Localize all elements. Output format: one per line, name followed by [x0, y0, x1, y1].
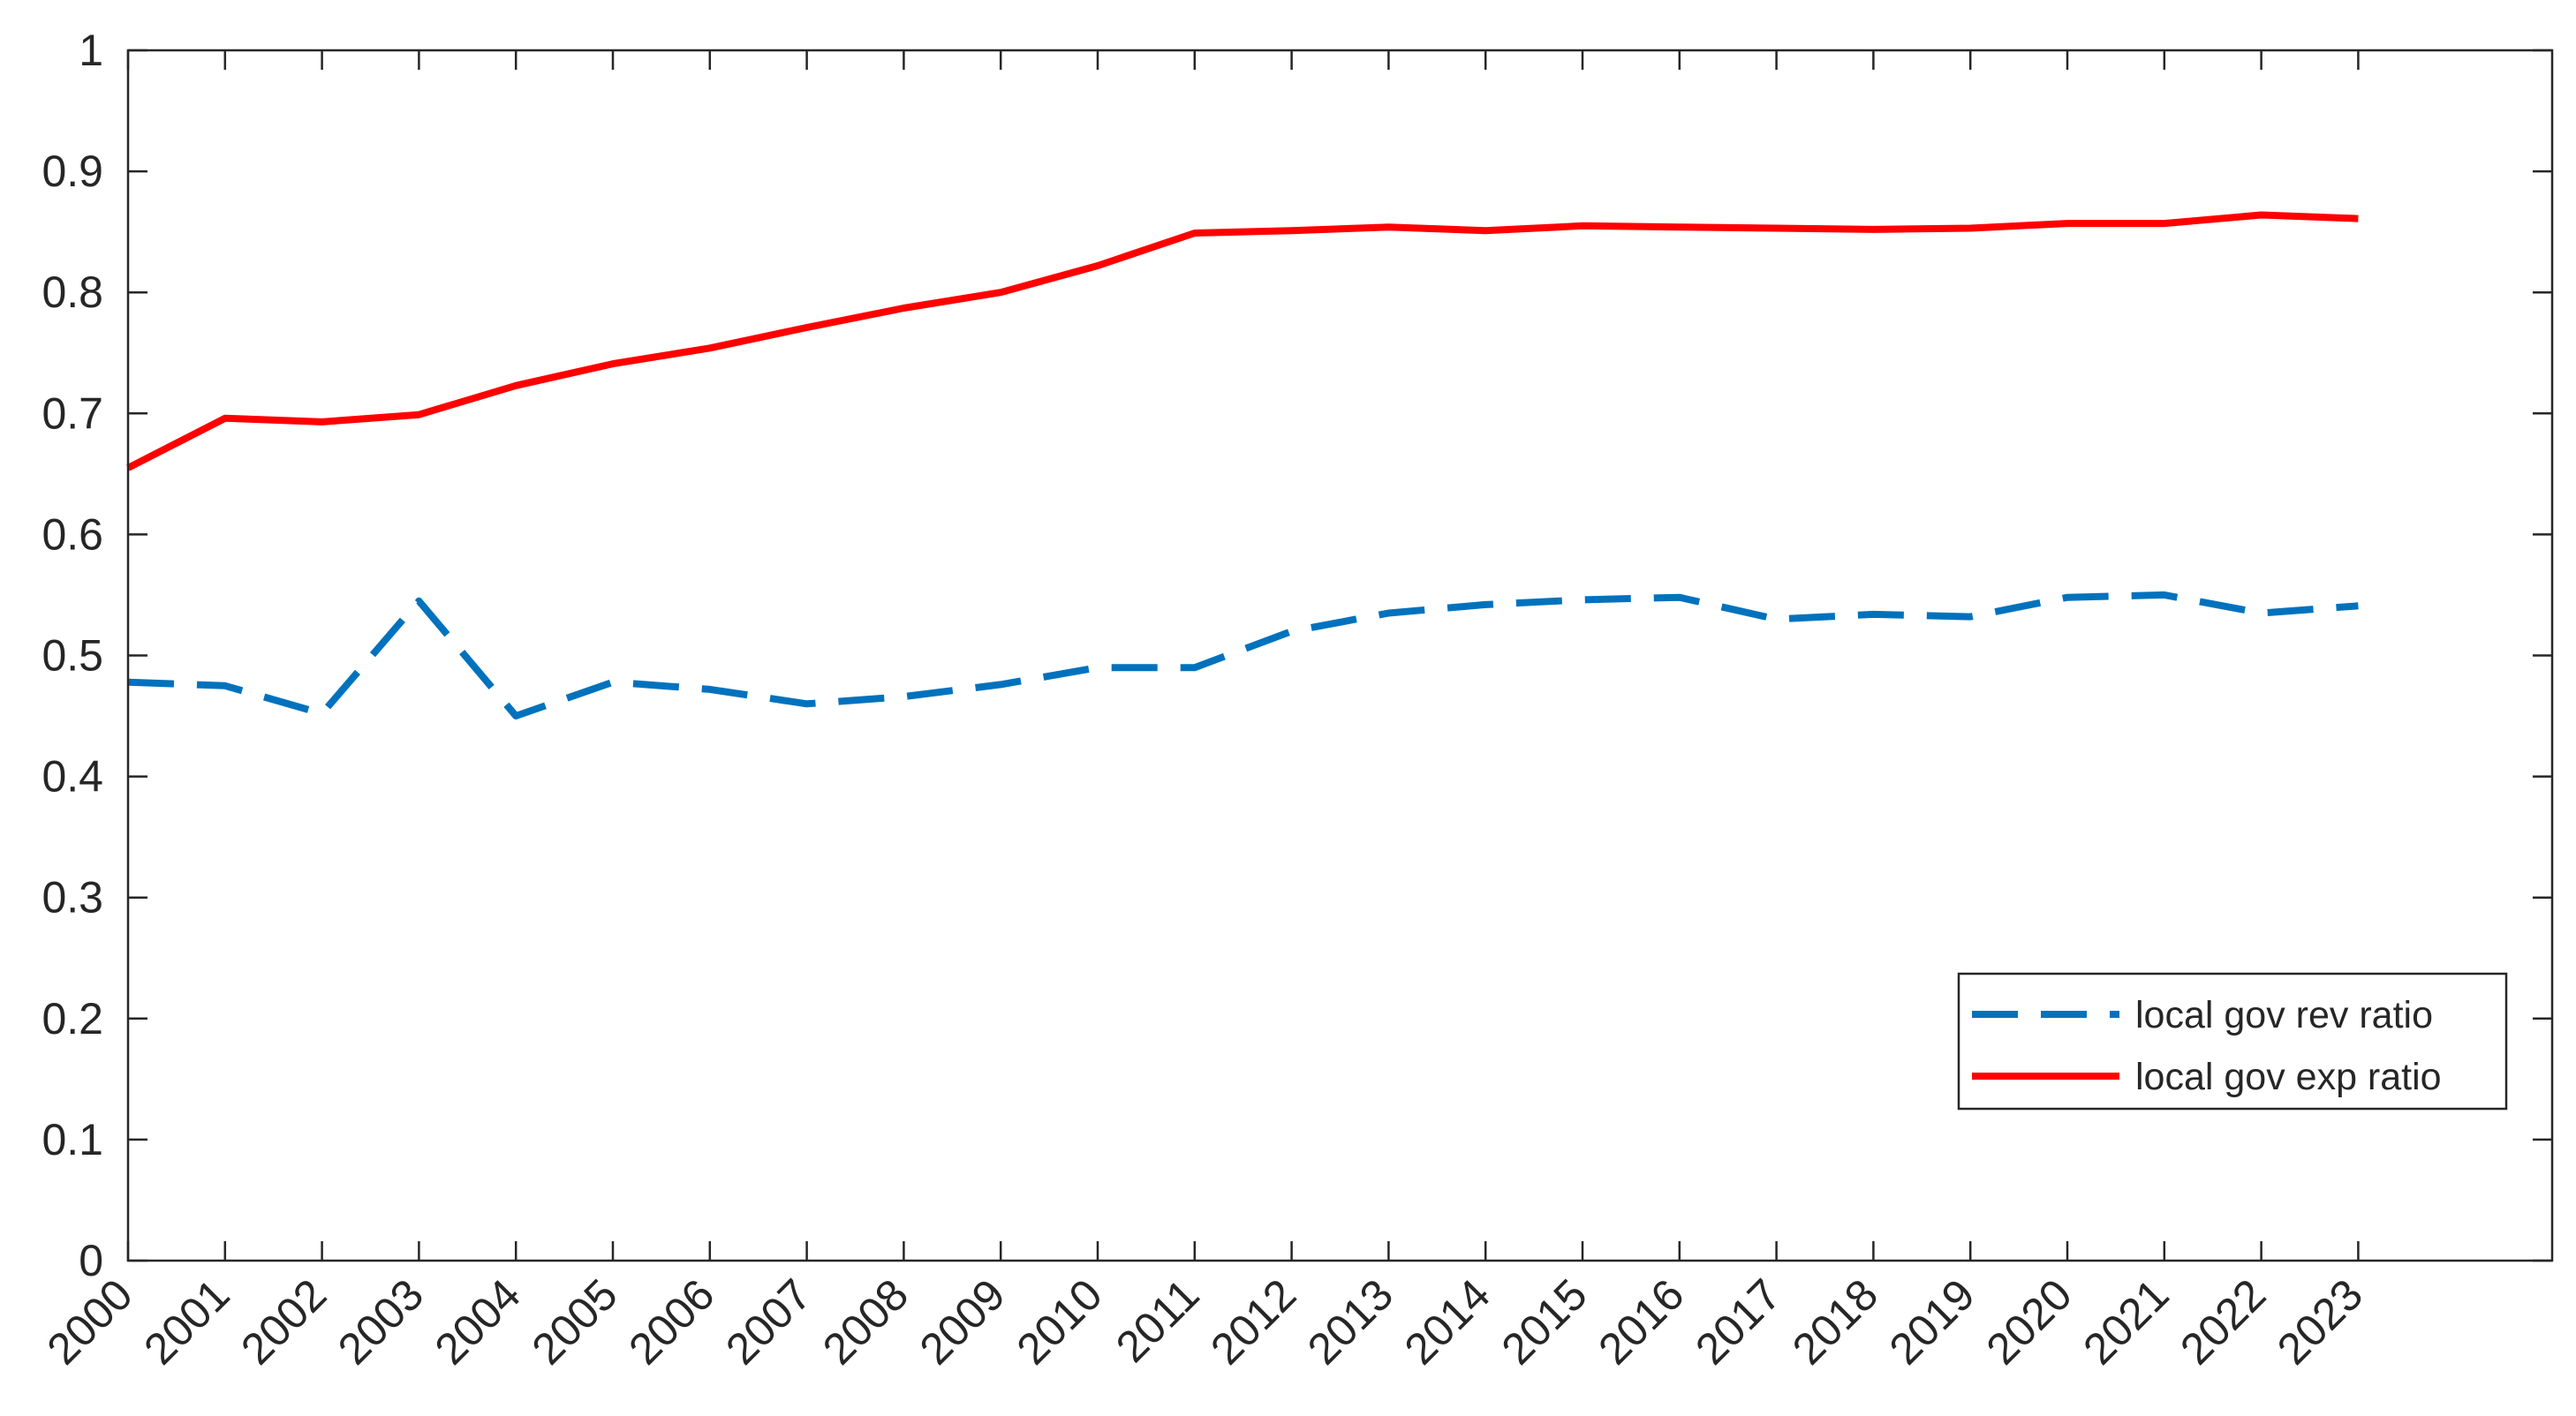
y-tick-label: 0.8: [42, 267, 103, 317]
legend-label-rev: local gov rev ratio: [2135, 994, 2433, 1036]
plot-area-frame: [126, 49, 2554, 1262]
legend-label-exp: local gov exp ratio: [2135, 1056, 2442, 1098]
y-tick-label: 0.2: [42, 994, 103, 1043]
exp-ratio-series-line: [126, 211, 2359, 471]
y-tick-label: 0.9: [42, 147, 103, 196]
y-tick-label: 0.3: [42, 873, 103, 923]
y-tick-label: 1: [79, 26, 103, 75]
y-tick-label: 0.6: [42, 509, 103, 559]
legend: local gov rev ratio local gov exp ratio: [1957, 972, 2508, 1111]
y-tick-label: 0.5: [42, 631, 103, 681]
series-lines: [126, 211, 2359, 719]
y-tick-label: 0.4: [42, 752, 103, 802]
y-tick-labels: 0 0.1 0.2 0.3 0.4 0.5 0.6 0.7 0.8 0.9 1: [42, 26, 103, 1285]
y-tick-label: 0: [79, 1236, 103, 1285]
y-tick-label: 0.1: [42, 1115, 103, 1164]
legend-box: [1957, 972, 2508, 1111]
y-tick-label: 0.7: [42, 388, 103, 438]
